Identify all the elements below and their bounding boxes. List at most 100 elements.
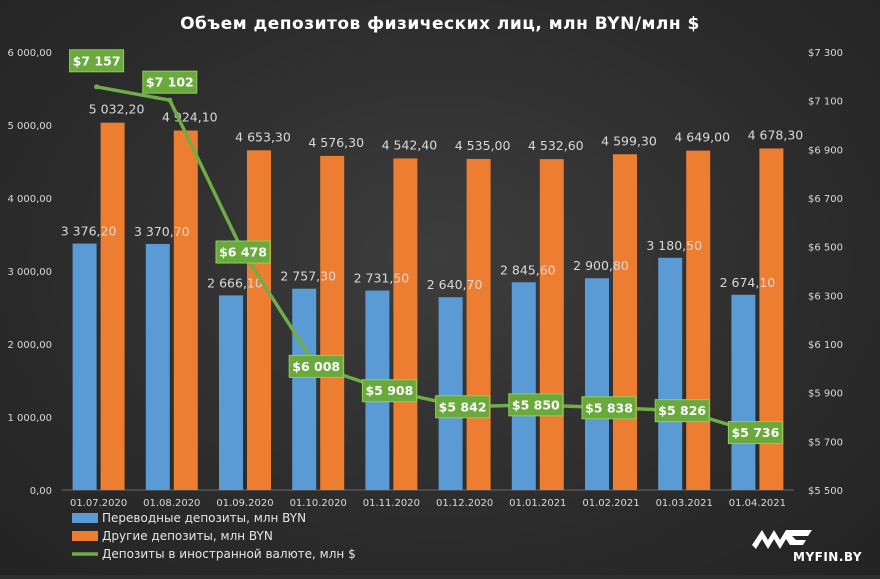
axes-group: 0,00 1 000,00 2 000,00 3 000,00 4 000,00 5 00… [7,48,843,509]
line-value-label: $7 157 [73,53,121,68]
logo-mark-icon [752,530,812,549]
legend-swatch-other [72,531,98,541]
line-fx-deposits [94,85,758,435]
bar-transfer-deposits [145,243,170,490]
chart-title: Объем депозитов физических лиц, млн BYN/… [180,14,700,34]
line-value-box [142,70,198,94]
bar-transfer-deposits [731,294,756,490]
line-value-label: $5 850 [512,397,560,412]
line-value-box [435,395,491,419]
bar-label-transfer: 2 731,50 [354,271,410,286]
y-left-tick-label: 2 000,00 [7,340,52,351]
line-value-box [581,396,637,420]
bar-label-other: 4 542,40 [382,137,438,152]
logo: MYFIN.BY [752,530,862,564]
bar-transfer-deposits [658,257,683,490]
bar-label-other: 4 535,00 [455,138,511,153]
bar-label-transfer: 2 845,60 [500,262,556,277]
bar-transfer-deposits [438,297,463,490]
y-left-tick-label: 5 000,00 [7,121,52,132]
y-right-tick-label: $6 300 [808,291,843,302]
bar-label-other: 4 599,30 [601,133,657,148]
line-value-label: $5 736 [731,425,779,440]
line-value-box [727,421,783,445]
bar-other-deposits [466,158,491,490]
bar-label-transfer: 3 376,20 [61,224,117,239]
line-value-label: $5 838 [585,400,633,415]
y-right-tick-label: $6 500 [808,243,843,254]
bar-label-transfer: 2 674,10 [720,275,776,290]
bar-label-transfer: 3 370,70 [134,224,190,239]
y-right-tick-label: $7 300 [808,48,843,59]
bar-label-transfer: 2 900,80 [573,258,629,273]
legend: Переводные депозиты, млн BYN Другие депоз… [72,511,356,561]
y-right-tick-label: $5 700 [808,437,843,448]
y-right-tick-label: $5 900 [808,389,843,400]
legend-swatch-transfer [72,513,98,523]
line-value-box [288,354,344,378]
line-value-label: $5 908 [365,383,413,398]
bar-label-transfer: 2 757,30 [280,269,336,284]
bar-label-other: 4 649,00 [674,130,730,145]
line-value-label: $6 008 [292,359,340,374]
x-tick-label: 01.09.2020 [216,498,273,509]
y-right-tick-label: $5 500 [808,486,843,497]
y-right-tick-label: $6 700 [808,194,843,205]
x-tick-label: 01.03.2021 [656,498,713,509]
x-tick-label: 01.01.2021 [509,498,566,509]
y-left-tick-label: 0,00 [30,486,52,497]
x-tick-label: 01.10.2020 [290,498,347,509]
legend-label-fx: Депозиты в иностранной валюте, млн $ [102,547,356,561]
bar-label-other: 4 653,30 [235,129,291,144]
bar-transfer-deposits [219,295,243,490]
bar-label-transfer: 2 666,10 [207,275,263,290]
bar-other-deposits [393,158,418,491]
bar-transfer-deposits [292,288,317,490]
bar-other-deposits [686,150,711,491]
x-tick-label: 01.11.2020 [363,498,420,509]
y-right-tick-label: $7 100 [808,97,843,108]
x-tick-label: 01.12.2020 [436,498,493,509]
bar-other-deposits [247,150,271,491]
bar-label-other: 4 678,30 [748,127,804,142]
bar-label-other: 4 576,30 [308,135,364,150]
bar-other-deposits [320,155,345,490]
logo-text: MYFIN.BY [793,550,862,564]
y-left-tick-label: 3 000,00 [7,267,52,278]
line-value-label: $7 102 [146,75,194,90]
line-value-label: $6 478 [219,245,267,260]
x-tick-label: 01.02.2021 [582,498,639,509]
y-left-tick-label: 6 000,00 [7,48,52,59]
x-tick-label: 01.04.2021 [729,498,786,509]
bar-transfer-deposits [72,243,97,490]
line-point [94,84,100,90]
bar-other-deposits [539,159,564,491]
bar-other-deposits [100,122,125,490]
line-value-label: $5 826 [658,403,706,418]
line-value-box [508,393,564,417]
bar-label-other: 5 032,20 [89,102,145,117]
bars-group [72,122,784,491]
legend-label-other: Другие депозиты, млн BYN [102,529,273,543]
bar-other-deposits [613,154,637,490]
x-tick-label: 01.07.2020 [70,498,127,509]
bar-label-transfer: 2 640,70 [427,277,483,292]
x-tick-label: 01.08.2020 [143,498,200,509]
y-left-tick-label: 1 000,00 [7,413,52,424]
bar-transfer-deposits [585,278,609,490]
legend-label-transfer: Переводные депозиты, млн BYN [102,511,306,525]
bar-transfer-deposits [511,282,536,490]
bar-label-other: 4 532,60 [528,138,584,153]
line-value-box [654,399,710,423]
bar-other-deposits [173,130,198,490]
line-labels-group: $7 157 $7 102 $6 478 $6 008 $5 908 $5 842 $5 8… [69,49,783,445]
line-value-box [361,379,417,403]
y-right-tick-label: $6 100 [808,340,843,351]
line-point [167,97,173,103]
line-value-box [69,49,125,73]
y-left-tick-label: 4 000,00 [7,194,52,205]
bar-label-other: 4 924,10 [162,110,218,125]
y-right-tick-label: $6 900 [808,145,843,156]
